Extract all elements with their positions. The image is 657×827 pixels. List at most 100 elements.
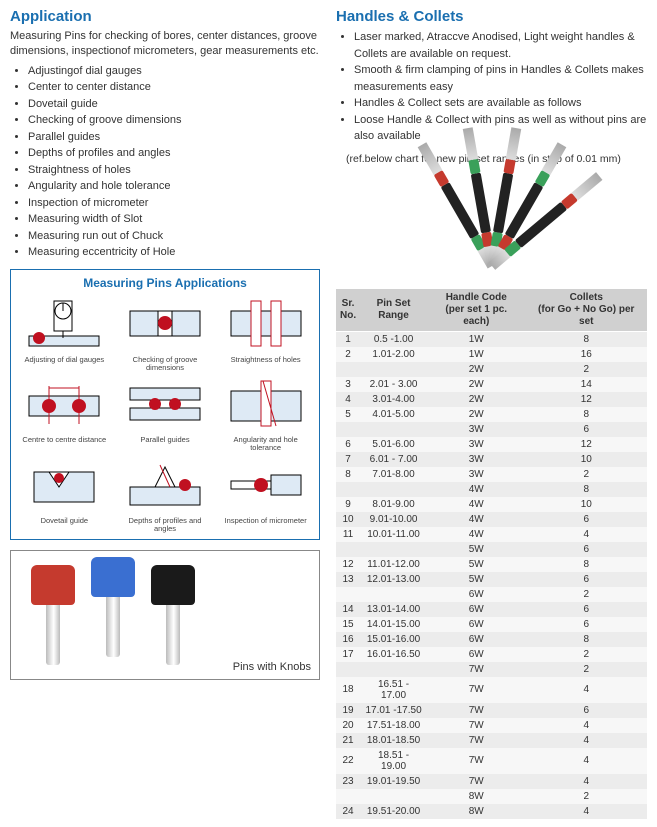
table-cell	[360, 587, 427, 602]
table-cell: 12	[336, 557, 360, 572]
table-cell: 8	[526, 557, 648, 572]
application-bullet: Measuring width of Slot	[28, 211, 320, 228]
diagram-cell: Inspection of micrometer	[218, 457, 313, 534]
right-column: Handles & Collets Laser marked, Atraccve…	[336, 8, 647, 819]
table-cell: 2	[526, 789, 648, 804]
table-cell: 4W	[427, 482, 526, 497]
table-cell: 19.01-19.50	[360, 774, 427, 789]
table-cell: 1W	[427, 347, 526, 362]
pin-set-table: Sr.No.Pin SetRangeHandle Code(per set 1 …	[336, 289, 647, 819]
diagram-box: Measuring Pins Applications Adjusting of…	[10, 269, 320, 541]
table-cell: 6W	[427, 632, 526, 647]
table-cell: 4	[526, 748, 648, 774]
table-cell: 5.01-6.00	[360, 437, 427, 452]
table-row: 1211.01-12.005W8	[336, 557, 647, 572]
table-cell: 2.01 - 3.00	[360, 377, 427, 392]
table-cell: 4	[526, 804, 648, 819]
table-cell: 3W	[427, 452, 526, 467]
application-bullet: Adjustingof dial gauges	[28, 63, 320, 80]
diagram-cell: Centre to centre distance	[17, 376, 112, 453]
application-bullet: Parallel guides	[28, 129, 320, 146]
table-cell: 2W	[427, 407, 526, 422]
diagram-caption: Centre to centre distance	[17, 436, 112, 444]
handles-bullet-list: Laser marked, Atraccve Anodised, Light w…	[336, 29, 647, 145]
table-cell: 7W	[427, 774, 526, 789]
diagram-cell: Checking of groove dimensions	[118, 296, 213, 373]
table-cell: 8W	[427, 804, 526, 819]
table-row: 54.01-5.002W8	[336, 407, 647, 422]
table-cell: 1	[336, 331, 360, 347]
table-row: 109.01-10.004W6	[336, 512, 647, 527]
table-cell: 6	[526, 512, 648, 527]
table-cell: 2	[526, 587, 648, 602]
table-cell: 4	[526, 718, 648, 733]
table-cell: 24	[336, 804, 360, 819]
table-cell: 4	[526, 774, 648, 789]
left-column: Application Measuring Pins for checking …	[10, 8, 320, 819]
table-cell: 17	[336, 647, 360, 662]
diagram-cell: Straightness of holes	[218, 296, 313, 373]
table-cell: 2W	[427, 362, 526, 377]
table-cell: 13	[336, 572, 360, 587]
table-row: 2118.01-18.507W4	[336, 733, 647, 748]
table-cell: 16.51 - 17.00	[360, 677, 427, 703]
diagram-caption: Dovetail guide	[17, 517, 112, 525]
table-cell: 4	[526, 733, 648, 748]
product-fan-image	[336, 171, 647, 281]
table-cell: 18.51 - 19.00	[360, 748, 427, 774]
table-cell: 2	[336, 347, 360, 362]
table-cell: 2W	[427, 392, 526, 407]
table-cell: 15.01-16.00	[360, 632, 427, 647]
table-row: 76.01 - 7.003W10	[336, 452, 647, 467]
table-cell: 5W	[427, 572, 526, 587]
diagram-caption: Parallel guides	[118, 436, 213, 444]
table-cell: 6	[526, 542, 648, 557]
application-bullet-list: Adjustingof dial gaugesCenter to center …	[10, 63, 320, 261]
diagram-cell: Dovetail guide	[17, 457, 112, 534]
table-row: 2419.51-20.008W4	[336, 804, 647, 819]
table-cell: 3W	[427, 422, 526, 437]
table-row: 3W6	[336, 422, 647, 437]
table-cell: 8W	[427, 789, 526, 804]
table-cell: 7W	[427, 677, 526, 703]
table-row: 98.01-9.004W10	[336, 497, 647, 512]
table-cell: 17.01 -17.50	[360, 703, 427, 718]
table-cell: 20	[336, 718, 360, 733]
table-row: 1716.01-16.506W2	[336, 647, 647, 662]
application-bullet: Inspection of micrometer	[28, 195, 320, 212]
table-row: 8W2	[336, 789, 647, 804]
table-header: Sr.No.	[336, 289, 360, 332]
table-cell: 22	[336, 748, 360, 774]
table-row: 1413.01-14.006W6	[336, 602, 647, 617]
table-cell: 8	[526, 407, 648, 422]
table-cell: 6W	[427, 587, 526, 602]
application-bullet: Center to center distance	[28, 79, 320, 96]
table-row: 10.5 -1.001W8	[336, 331, 647, 347]
table-cell: 7W	[427, 703, 526, 718]
table-cell: 6	[526, 703, 648, 718]
table-row: 2W2	[336, 362, 647, 377]
diagram-cell: Parallel guides	[118, 376, 213, 453]
table-row: 7W2	[336, 662, 647, 677]
table-row: 32.01 - 3.002W14	[336, 377, 647, 392]
table-cell: 8.01-9.00	[360, 497, 427, 512]
table-cell: 12.01-13.00	[360, 572, 427, 587]
table-cell: 3W	[427, 467, 526, 482]
table-cell: 2	[526, 467, 648, 482]
diagram-caption: Straightness of holes	[218, 356, 313, 364]
table-row: 4W8	[336, 482, 647, 497]
table-cell: 18	[336, 677, 360, 703]
table-cell: 10.01-11.00	[360, 527, 427, 542]
table-cell: 14.01-15.00	[360, 617, 427, 632]
table-cell	[336, 662, 360, 677]
diagram-cell: Adjusting of dial gauges	[17, 296, 112, 373]
table-row: 2218.51 - 19.007W4	[336, 748, 647, 774]
table-header: Collets(for Go + No Go) per set	[526, 289, 648, 332]
photo-caption: Pins with Knobs	[233, 661, 311, 673]
table-header-row: Sr.No.Pin SetRangeHandle Code(per set 1 …	[336, 289, 647, 332]
table-cell: 5	[336, 407, 360, 422]
table-cell: 3	[336, 377, 360, 392]
handles-bullet: Laser marked, Atraccve Anodised, Light w…	[354, 29, 647, 62]
table-row: 2017.51-18.007W4	[336, 718, 647, 733]
table-cell	[336, 587, 360, 602]
